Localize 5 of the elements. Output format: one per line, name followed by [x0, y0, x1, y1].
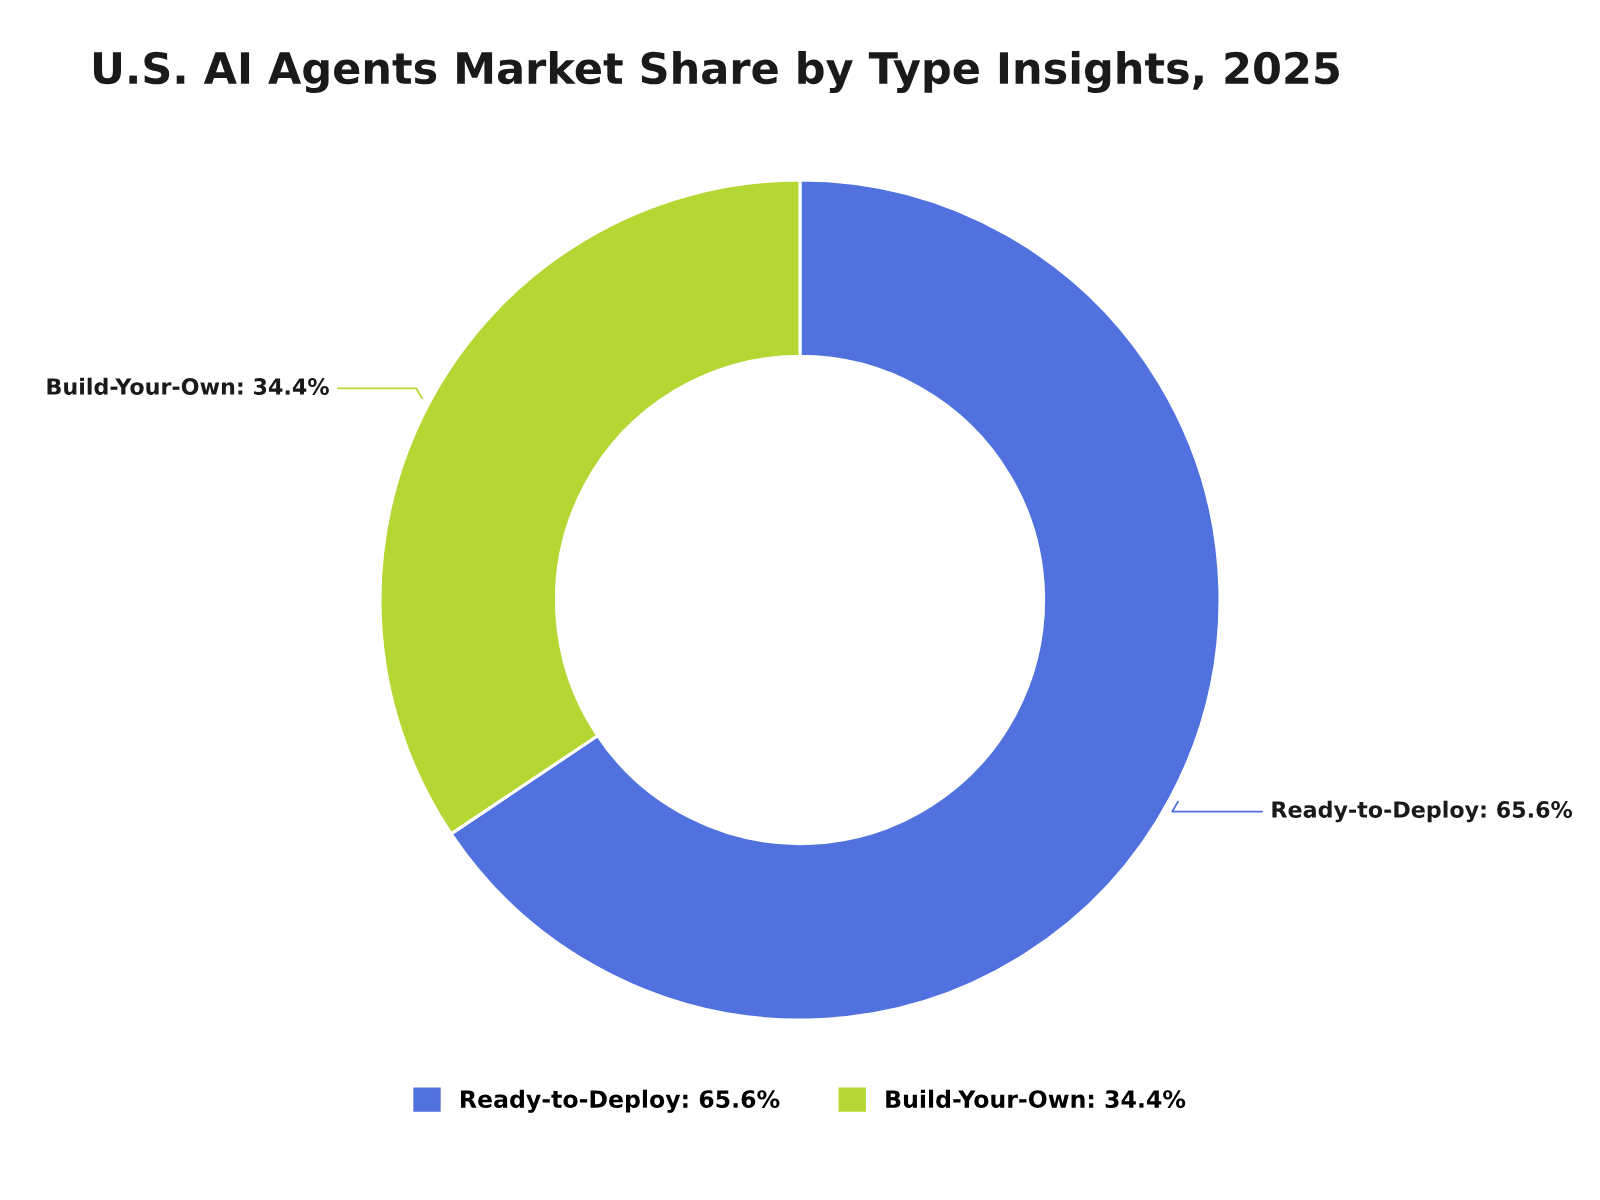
legend-label: Ready-to-Deploy: 65.6% — [461, 1089, 780, 1113]
slice-label: Build-Your-Own: 34.4% — [47, 377, 329, 395]
chart-title: U.S. AI Agents Market Share by Type Insights, 2025 — [93, 51, 1339, 93]
legend-label: Build-Your-Own: 34.4% — [886, 1089, 1186, 1108]
slice-label: Ready-to-Deploy: 65.6% — [1272, 800, 1573, 823]
